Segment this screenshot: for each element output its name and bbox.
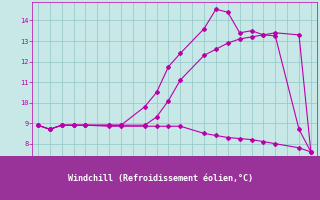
Text: Windchill (Refroidissement éolien,°C): Windchill (Refroidissement éolien,°C) (68, 174, 252, 182)
